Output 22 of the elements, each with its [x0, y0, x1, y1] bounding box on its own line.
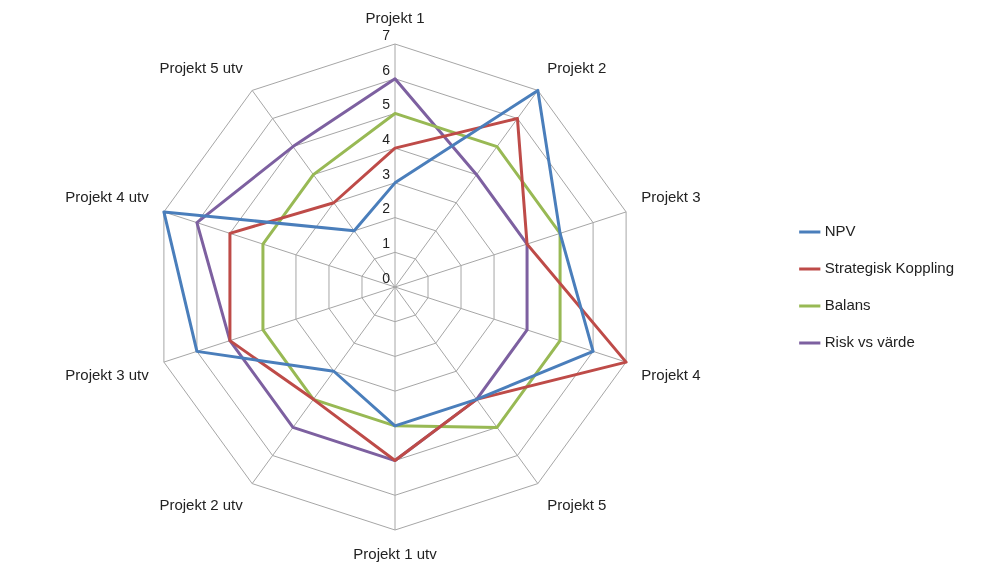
legend-label: Strategisk Koppling	[824, 259, 955, 277]
spoke-label: Projekt 1 utv	[353, 545, 438, 563]
spoke-label: Projekt 3	[641, 188, 701, 206]
spoke-label: Projekt 1	[365, 9, 425, 27]
legend-label: NPV	[824, 222, 856, 240]
y-tick-label: 5	[382, 96, 391, 113]
spoke-label: Projekt 5 utv	[159, 58, 244, 76]
y-tick-label: 0	[382, 269, 391, 286]
spoke-label: Projekt 5	[547, 495, 607, 513]
spoke-label: Projekt 2	[547, 58, 607, 76]
spoke-label: Projekt 3 utv	[65, 366, 150, 384]
y-tick-label: 7	[382, 26, 391, 43]
y-tick-label: 1	[382, 235, 391, 252]
legend-label: Risk vs värde	[824, 333, 915, 351]
y-tick-label: 6	[382, 61, 391, 78]
spoke-label: Projekt 4	[641, 366, 701, 384]
y-tick-label: 2	[382, 200, 391, 217]
y-tick-label: 4	[382, 131, 391, 147]
y-tick-label: 3	[382, 165, 391, 182]
legend-label: Balans	[824, 296, 871, 314]
spoke-label: Projekt 4 utv	[65, 188, 150, 206]
spoke-label: Projekt 2 utv	[159, 495, 244, 513]
